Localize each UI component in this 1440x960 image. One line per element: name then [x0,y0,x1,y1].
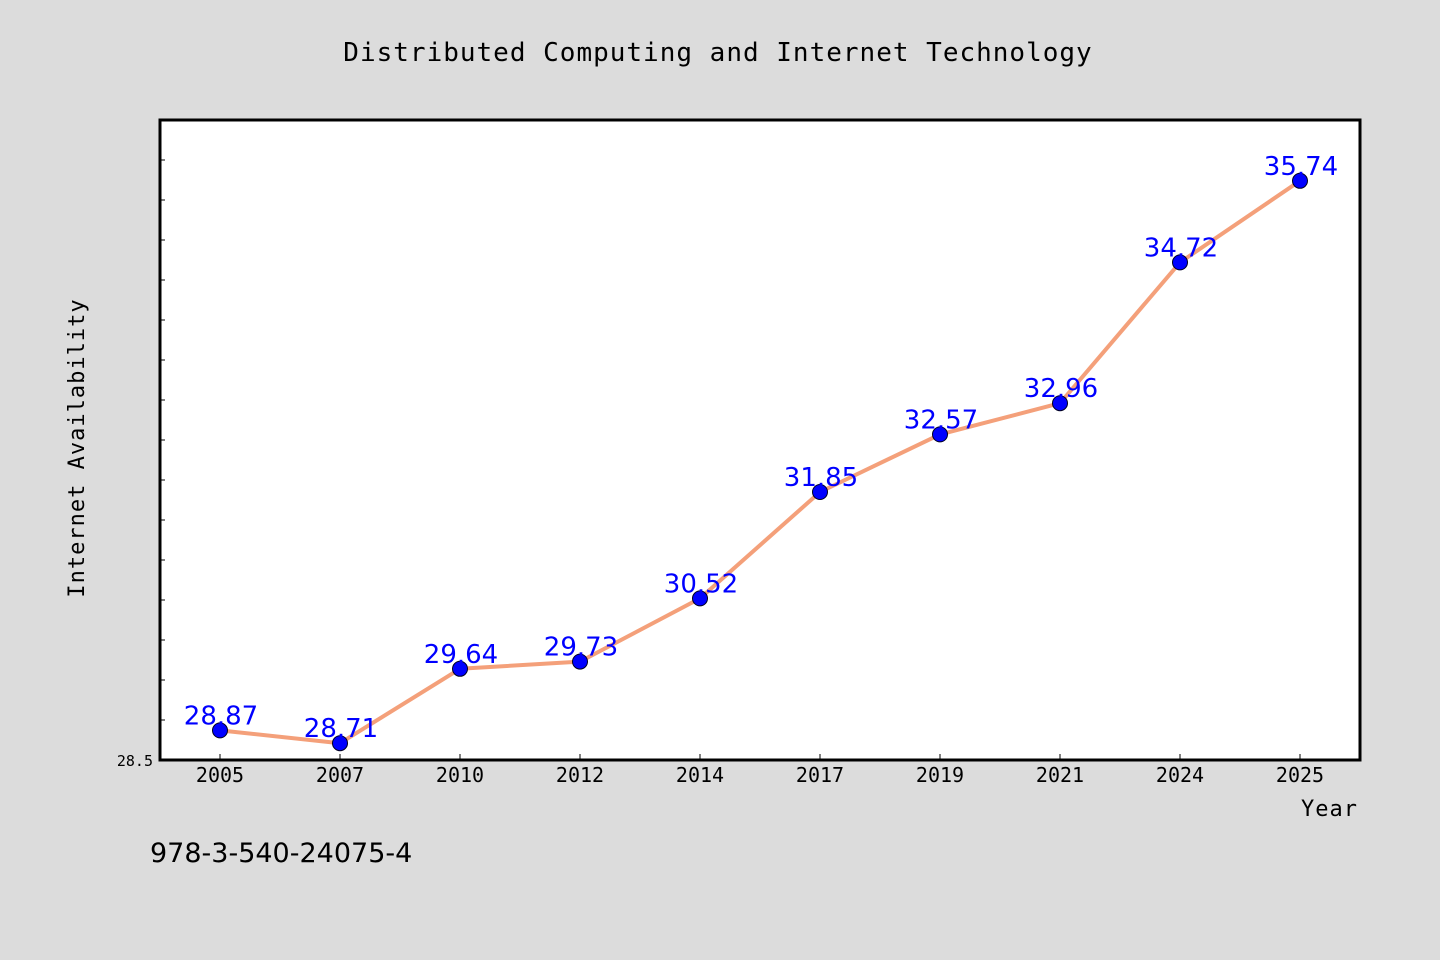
x-tick-label: 2005 [196,763,244,787]
chart-title: Distributed Computing and Internet Techn… [343,38,1092,68]
data-point [692,590,708,607]
x-axis-ticks: 2005 2007 2010 2012 2014 2017 2019 2021 2024 2025 [196,754,1324,787]
data-label: 28.71 [304,714,378,744]
x-tick-label: 2025 [1276,763,1324,787]
data-label: 35.74 [1264,152,1338,182]
plot-frame [158,118,1362,762]
series-line-group [219,179,1302,746]
x-tick-label: 2019 [916,763,964,787]
data-label: 28.87 [184,701,258,731]
x-tick-label: 2017 [796,763,844,787]
data-point [452,660,468,677]
data-label: 31.85 [784,463,858,493]
markers-group [212,172,1308,752]
data-point [1172,254,1188,271]
data-label: 29.73 [544,633,618,663]
data-point [332,735,348,752]
data-label: 30.52 [664,569,738,599]
y-tick-label: 28.5 [117,752,153,770]
footer-isbn: 978-3-540-24075-4 [150,838,412,869]
x-tick-label: 2010 [436,763,484,787]
x-tick-label: 2012 [556,763,604,787]
data-point [572,653,588,670]
y-axis-label: Internet Availability [65,298,90,597]
x-tick-label: 2024 [1156,763,1204,787]
x-tick-label: 2007 [316,763,364,787]
data-point [812,484,828,500]
data-point [1052,395,1068,412]
data-label: 32.57 [904,405,978,435]
x-tick-label: 2014 [676,763,724,787]
data-label: 29.64 [424,640,498,670]
data-point [212,722,228,739]
data-label: 32.96 [1024,374,1098,404]
series-line [219,179,1302,746]
data-point [932,426,948,443]
data-label: 34.72 [1144,233,1218,263]
data-point [1292,172,1308,189]
plot-area [160,120,1360,760]
x-axis-label: Year [1301,797,1358,822]
data-labels-group: 28.87 28.71 29.64 29.73 30.52 31.85 32.57 32.96… [184,152,1338,744]
x-tick-label: 2021 [1036,763,1084,787]
